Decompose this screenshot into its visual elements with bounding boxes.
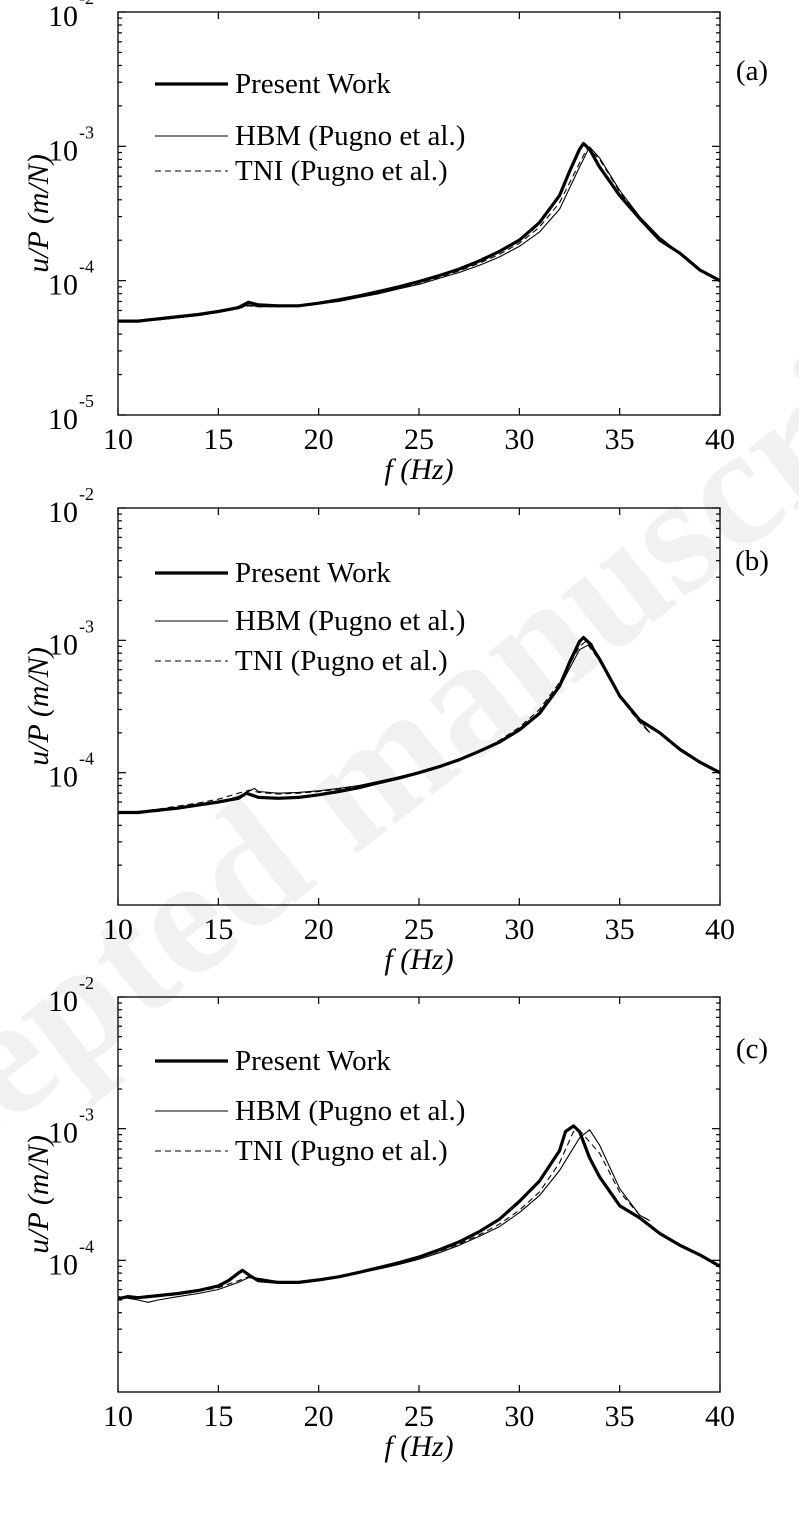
y-tick-label-exponent: -4 (79, 749, 94, 769)
y-tick-label-exponent: -3 (79, 122, 94, 142)
panel-label: (c) (736, 1033, 768, 1065)
legend-entry: HBM (Pugno et al.) (235, 605, 465, 637)
x-tick-label: 15 (203, 423, 233, 456)
x-axis-title: f (Hz) (384, 1430, 453, 1463)
legend-entry: Present Work (235, 1045, 391, 1077)
x-tick-label: 30 (504, 423, 534, 456)
y-tick-label-exponent: -3 (79, 1105, 94, 1125)
x-tick-label: 25 (404, 913, 434, 946)
x-tick-label: 40 (705, 913, 735, 946)
x-tick-label: 20 (304, 913, 334, 946)
y-tick-label-exponent: -3 (79, 616, 94, 636)
legend-entry: TNI (Pugno et al.) (235, 645, 448, 677)
y-tick-label-base: 10 (48, 628, 78, 661)
x-tick-label: 40 (705, 423, 735, 456)
y-axis-title: u/P (m/N) (22, 647, 55, 766)
y-tick-label-base: 10 (48, 403, 78, 436)
y-tick-label-exponent: -2 (79, 973, 94, 993)
y-tick-label-exponent: -2 (79, 0, 94, 8)
x-tick-label: 10 (103, 423, 133, 456)
x-tick-label: 15 (203, 913, 233, 946)
legend-entry: TNI (Pugno et al.) (235, 155, 448, 187)
series-line (117, 1124, 721, 1301)
y-tick-label-base: 10 (48, 761, 78, 794)
y-tick-label-base: 10 (48, 269, 78, 302)
plot-frame (117, 996, 721, 1393)
y-tick-label-base: 10 (48, 496, 78, 529)
legend-entry: HBM (Pugno et al.) (235, 1095, 465, 1127)
x-tick-label: 30 (504, 1400, 534, 1433)
y-tick-label-exponent: -2 (79, 484, 94, 504)
panel-label: (b) (735, 545, 769, 577)
x-tick-label: 35 (605, 1400, 635, 1433)
x-axis-title: f (Hz) (384, 943, 453, 976)
x-tick-label: 40 (705, 1400, 735, 1433)
x-tick-label: 25 (404, 423, 434, 456)
y-tick-label-base: 10 (48, 985, 78, 1018)
x-tick-label: 30 (504, 913, 534, 946)
y-tick-label-exponent: -4 (79, 1236, 94, 1256)
y-tick-label-base: 10 (48, 134, 78, 167)
x-tick-label: 25 (404, 1400, 434, 1433)
y-tick-label-base: 10 (48, 0, 78, 33)
y-axis-title: u/P (m/N) (22, 1135, 55, 1254)
x-tick-label: 10 (103, 913, 133, 946)
plot-frame (117, 11, 721, 416)
x-tick-label: 35 (605, 423, 635, 456)
legend-entry: HBM (Pugno et al.) (235, 120, 465, 152)
x-tick-label: 35 (605, 913, 635, 946)
y-axis-title: u/P (m/N) (22, 154, 55, 273)
series-line (118, 141, 721, 323)
legend-entry: Present Work (235, 557, 391, 589)
x-tick-label: 20 (304, 1400, 334, 1433)
y-tick-label-exponent: -5 (79, 391, 94, 411)
series-line (118, 635, 721, 815)
x-tick-label: 10 (103, 1400, 133, 1433)
x-axis-title: f (Hz) (384, 453, 453, 486)
y-tick-label-base: 10 (48, 1117, 78, 1150)
y-tick-label-base: 10 (48, 1248, 78, 1281)
x-tick-label: 20 (304, 423, 334, 456)
legend-entry: Present Work (235, 68, 391, 100)
legend-entry: TNI (Pugno et al.) (235, 1135, 448, 1167)
x-tick-label: 15 (203, 1400, 233, 1433)
panel-label: (a) (736, 55, 768, 87)
y-tick-label-exponent: -4 (79, 257, 94, 277)
